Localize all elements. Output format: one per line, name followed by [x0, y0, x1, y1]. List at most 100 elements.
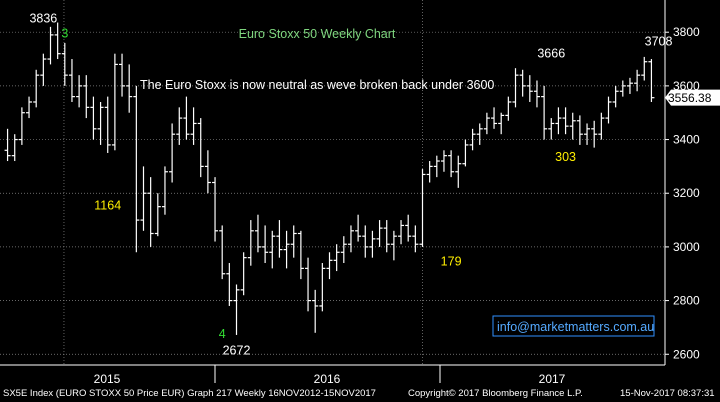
ohlc-bar [626, 77, 633, 94]
last-price-marker [665, 89, 720, 106]
ohlc-bar [519, 69, 526, 97]
ohlc-bar [562, 107, 569, 135]
annotation-label: 2672 [223, 343, 251, 357]
ohlc-bar [376, 220, 383, 247]
ohlc-bar [584, 123, 591, 145]
y-tick-label: 3400 [673, 133, 700, 147]
footer-left-text: SX5E Index (EURO STOXX 50 Price EUR) Gra… [3, 388, 376, 399]
ohlc-bar [119, 53, 126, 97]
ohlc-bar [183, 96, 190, 140]
ohlc-bar [4, 128, 11, 162]
ohlc-bar [90, 96, 97, 140]
last-price-tag: 3556.38 [665, 89, 720, 106]
footer-timestamp: 15-Nov-2017 08:37:31 [620, 388, 715, 399]
x-tick-label: 2015 [94, 372, 121, 386]
y-axis: 2600 2800 3000 3200 3400 3600 3800 [664, 0, 700, 365]
ohlc-bar [147, 177, 154, 247]
ohlc-bar [176, 107, 183, 145]
y-tick-label: 2600 [673, 347, 700, 361]
ohlc-bar [469, 128, 476, 151]
ohlc-bar [548, 118, 555, 140]
ohlc-bar [619, 80, 626, 97]
ohlc-bar [576, 115, 583, 145]
annotation-label: 3 [61, 27, 68, 41]
ohlc-bar [254, 214, 261, 253]
ohlc-bar [555, 107, 562, 135]
ohlc-bar [133, 85, 140, 253]
annotation-label: 3708 [645, 35, 673, 49]
ohlc-bar [598, 112, 605, 140]
ohlc-bar [190, 107, 197, 145]
ohlc-bar [104, 96, 111, 153]
footer-bar: SX5E Index (EURO STOXX 50 Price EUR) Gra… [0, 383, 720, 402]
ohlc-bar [591, 120, 598, 148]
ohlc-bar [212, 177, 219, 242]
y-tick-label: 3200 [673, 186, 700, 200]
ohlc-bar [54, 22, 61, 60]
ohlc-bar [61, 42, 68, 86]
ohlc-bar [40, 53, 47, 86]
ohlc-bar [448, 150, 455, 178]
ohlc-bar [390, 230, 397, 261]
ohlc-bar [419, 169, 426, 247]
annotations: 3836 3 1164 4 2672 179 3666 303 3708 [29, 12, 672, 358]
ohlc-bar [197, 118, 204, 178]
ohlc-bar [512, 68, 519, 108]
ohlc-bar [347, 225, 354, 253]
ohlc-bar [405, 214, 412, 242]
ohlc-bar [533, 80, 540, 108]
price-bars [4, 22, 655, 335]
ohlc-bar [154, 193, 161, 237]
footer-copyright: Copyright© 2017 Bloomberg Finance L.P. [408, 388, 583, 399]
ohlc-bar [605, 96, 612, 124]
ohlc-bar [462, 139, 469, 167]
ohlc-bar [483, 112, 490, 135]
ohlc-bar [569, 112, 576, 140]
ohlc-bar [426, 161, 433, 183]
ohlc-bar [433, 155, 440, 178]
ohlc-bar [476, 123, 483, 145]
y-tick-label: 3800 [673, 25, 700, 39]
ohlc-bar [68, 59, 75, 102]
annotation-label: 4 [219, 327, 226, 341]
ohlc-bar [319, 263, 326, 312]
ohlc-bar [276, 220, 283, 258]
ohlc-bar [269, 230, 276, 269]
ohlc-bar [641, 56, 648, 81]
annotation-label: 303 [555, 150, 576, 164]
annotation-label: 179 [441, 255, 462, 269]
ohlc-bar [226, 263, 233, 306]
watermark-box [492, 315, 655, 337]
ohlc-bar [340, 236, 347, 264]
ohlc-bar [33, 69, 40, 108]
ohlc-bar [498, 112, 505, 135]
ohlc-bar [219, 225, 226, 280]
ohlc-bar [312, 289, 319, 333]
ohlc-bar [455, 155, 462, 188]
ohlc-bar [369, 230, 376, 258]
ohlc-bar [97, 101, 104, 145]
ohlc-bar [491, 107, 498, 129]
y-tick-label: 3600 [673, 79, 700, 93]
ohlc-bar [648, 59, 655, 102]
ohlc-bar [233, 284, 240, 335]
ohlc-bar [240, 252, 247, 296]
ohlc-bar [412, 225, 419, 253]
annotation-label: 3836 [29, 12, 57, 26]
last-price-label: 3556.38 [668, 91, 712, 105]
ohlc-bar [440, 150, 447, 172]
ohlc-bar [126, 64, 133, 113]
ohlc-bar [333, 244, 340, 272]
ohlc-bar [111, 53, 118, 151]
ohlc-bar [18, 107, 25, 145]
x-tick-label: 2017 [539, 372, 566, 386]
ohlc-bar [383, 220, 390, 253]
ohlc-bar [526, 75, 533, 102]
x-tick-label: 2016 [314, 372, 341, 386]
ohlc-bar [247, 220, 254, 266]
grid-lines [0, 0, 665, 365]
ohlc-bar [355, 214, 362, 242]
ohlc-bar [398, 220, 405, 245]
ohlc-bar [161, 166, 168, 215]
